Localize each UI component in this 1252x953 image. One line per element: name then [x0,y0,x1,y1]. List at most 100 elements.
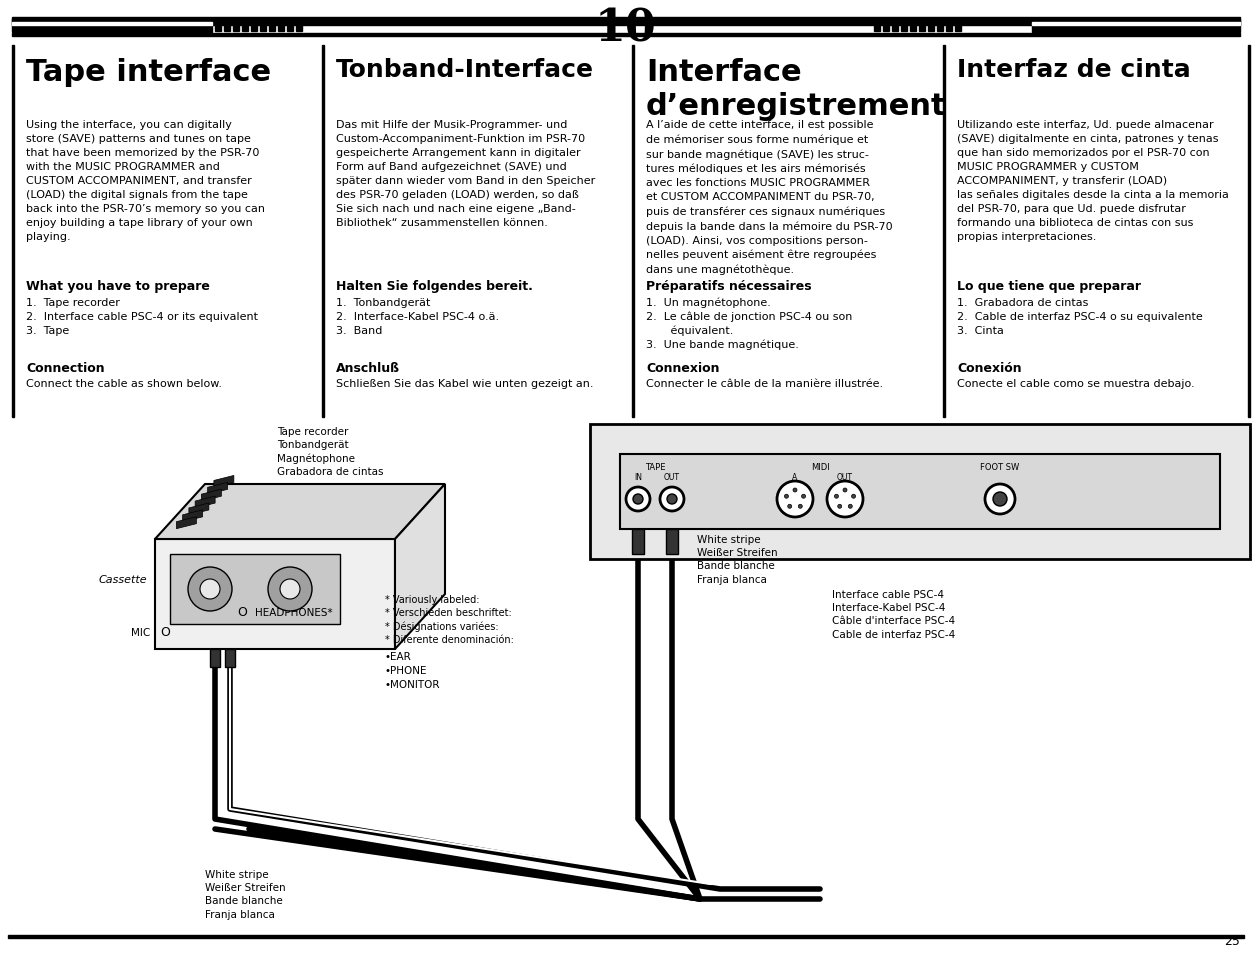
Circle shape [634,495,644,504]
Bar [233,19,239,32]
Bar [305,19,310,24]
Bar [936,19,943,32]
Bar [215,19,222,32]
Text: Cassette: Cassette [99,575,146,584]
Bar [590,424,1249,559]
Text: 3.  Cinta: 3. Cinta [957,326,1004,335]
Circle shape [849,505,853,509]
Bar [632,46,634,417]
Text: Connection: Connection [26,361,105,375]
Bar [811,19,818,24]
Bar [386,19,392,24]
Text: •EAR
•PHONE
•MONITOR: •EAR •PHONE •MONITOR [386,651,441,689]
Bar [856,19,861,24]
Bar [422,19,428,24]
Polygon shape [394,484,444,649]
Text: 2.  Interface-Kabel PSC-4 o.ä.: 2. Interface-Kabel PSC-4 o.ä. [336,312,500,322]
Text: 1.  Grabadora de cintas: 1. Grabadora de cintas [957,297,1088,308]
Bar [13,18,1239,26]
Bar [476,19,482,24]
Bar [8,935,1244,938]
Bar [242,19,248,32]
Bar [359,19,366,24]
Text: 1.  Tonbandgerät: 1. Tonbandgerät [336,297,431,308]
Bar [439,19,446,24]
Text: Conexión: Conexión [957,361,1022,375]
Bar [685,19,691,24]
Circle shape [785,495,789,498]
Bar [13,20,212,33]
Bar [901,19,906,32]
Text: White stripe
Weißer Streifen
Bande blanche
Franja blanca: White stripe Weißer Streifen Bande blanc… [205,869,285,919]
Text: MIC: MIC [130,627,150,638]
Text: Schließen Sie das Kabel wie unten gezeigt an.: Schließen Sie das Kabel wie unten gezeig… [336,378,593,389]
Text: 3.  Band: 3. Band [336,326,382,335]
Bar [919,19,925,32]
Text: O: O [160,626,170,639]
Bar [838,19,844,24]
Text: Interface cable PSC-4
Interface-Kabel PSC-4
Câble d'interface PSC-4
Cable de int: Interface cable PSC-4 Interface-Kabel PS… [833,589,955,639]
Bar [269,19,275,32]
Bar [341,19,347,24]
Text: A l’aide de cette interface, il est possible
de mémoriser sous forme numérique e: A l’aide de cette interface, il est poss… [646,120,893,275]
Bar [295,19,302,32]
Text: Tonband-Interface: Tonband-Interface [336,58,593,82]
Bar [784,19,790,24]
Bar [943,46,944,417]
Bar [704,19,709,24]
Bar [210,649,220,667]
Text: OUT: OUT [838,473,853,481]
Text: Tape interface: Tape interface [26,58,272,87]
Bar [757,19,762,24]
Bar [721,19,727,24]
Bar [620,455,1219,530]
Polygon shape [208,483,228,495]
Text: MIDI: MIDI [810,462,829,472]
Circle shape [993,493,1007,506]
Bar [829,19,835,24]
Text: Interface
d’enregistrement: Interface d’enregistrement [646,58,947,120]
Bar [170,555,341,624]
Circle shape [828,481,863,517]
Circle shape [626,488,650,512]
Text: Utilizando este interfaz, Ud. puede almacenar
(SAVE) digitalmente en cinta, patr: Utilizando este interfaz, Ud. puede alma… [957,120,1229,242]
Bar [947,19,952,32]
Bar [766,19,772,24]
Polygon shape [195,497,215,509]
Bar [928,19,934,32]
Bar [394,19,401,24]
Bar [458,19,464,24]
Bar [793,19,799,24]
Circle shape [788,505,791,509]
Bar [803,19,808,24]
Bar [1032,23,1239,26]
Bar [874,19,880,32]
Bar [13,34,1239,37]
Bar [314,19,321,24]
Polygon shape [214,476,234,488]
Bar [250,19,257,32]
Text: White stripe
Weißer Streifen
Bande blanche
Franja blanca: White stripe Weißer Streifen Bande blanc… [697,535,777,584]
Bar [1248,46,1249,417]
Text: Lo que tiene que preparar: Lo que tiene que preparar [957,280,1141,293]
Bar [224,19,230,32]
Bar [287,19,293,32]
Text: 2.  Cable de interfaz PSC-4 o su equivalente: 2. Cable de interfaz PSC-4 o su equivale… [957,312,1203,322]
Text: Interfaz de cinta: Interfaz de cinta [957,58,1191,82]
Text: Connecter le câble de la manière illustrée.: Connecter le câble de la manière illustr… [646,378,883,389]
Polygon shape [177,517,197,529]
Bar [449,19,454,24]
Circle shape [799,505,803,509]
Bar [13,23,212,26]
Bar [322,46,323,417]
Bar [225,649,235,667]
Text: TAPE: TAPE [645,462,665,472]
Bar [694,19,700,24]
Text: Das mit Hilfe der Musik-Programmer- und
Custom-Accompaniment-Funktion im PSR-70
: Das mit Hilfe der Musik-Programmer- und … [336,120,595,228]
Circle shape [777,481,813,517]
Circle shape [851,495,855,498]
Circle shape [280,579,300,599]
Circle shape [834,495,839,498]
Bar [278,19,284,32]
Circle shape [660,488,684,512]
